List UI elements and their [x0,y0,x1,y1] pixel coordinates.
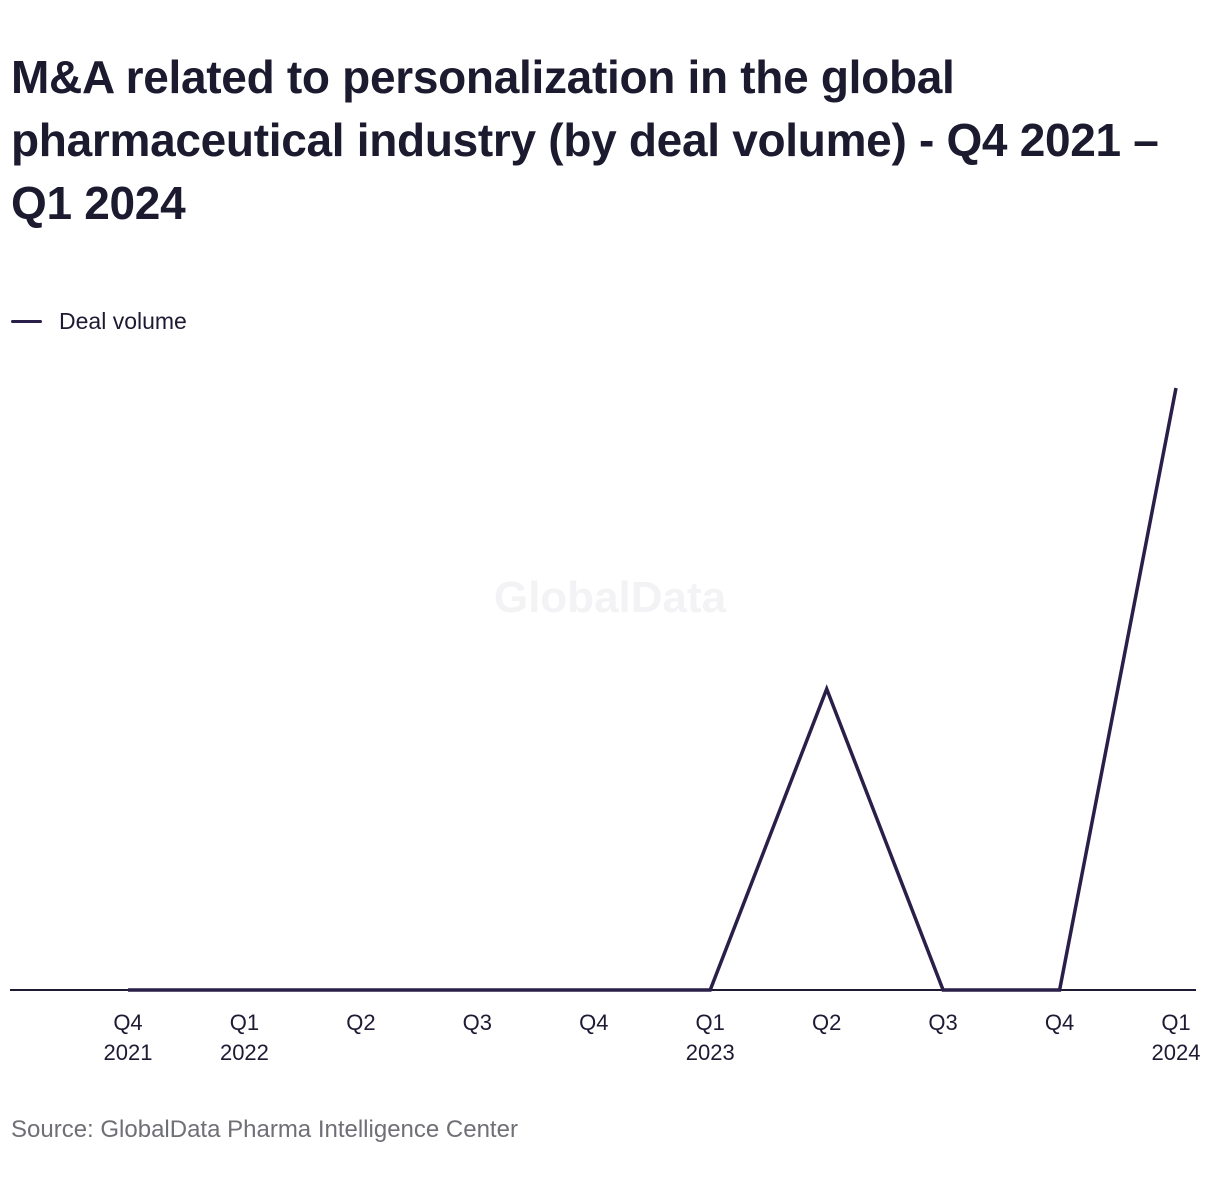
x-tick-label: Q2 [812,1010,841,1035]
x-tick-label: Q4 2021 [104,1010,153,1065]
chart-title: M&A related to personalization in the gl… [11,51,1159,229]
x-tick-label: Q1 2023 [686,1010,735,1065]
x-tick-label: Q3 [463,1010,492,1035]
legend: Deal volume [11,307,187,335]
series-line-deal-volume [128,387,1178,992]
watermark-text: GlobalData [494,573,727,622]
legend-label-deal-volume: Deal volume [59,307,187,334]
x-tick-label: Q3 [928,1010,957,1035]
x-tick-label: Q1 2022 [220,1010,269,1065]
source-note: Source: GlobalData Pharma Intelligence C… [11,1116,518,1143]
x-tick-label: Q4 [579,1010,608,1035]
x-tick-label: Q1 2024 [1152,1010,1201,1065]
x-tick-label: Q4 [1045,1010,1074,1035]
legend-swatch-deal-volume [11,319,42,323]
plot-area: Q4 2021 Q1 2022 Q2 Q3 Q4 Q1 2023 Q2 Q3 Q4 Q1 2024 [10,387,1201,1065]
x-tick-label: Q2 [346,1010,375,1035]
